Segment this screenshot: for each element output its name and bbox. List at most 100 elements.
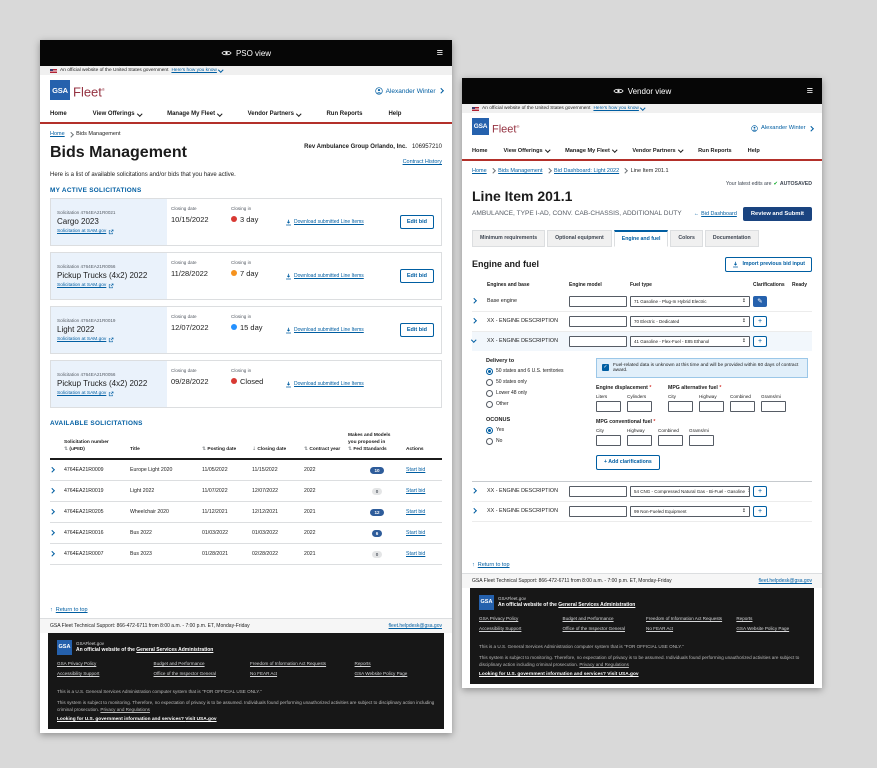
sam-gov-link[interactable]: Solicitation at SAM.gov [57, 337, 161, 343]
checkbox-checked[interactable]: ✓ [602, 364, 609, 372]
nav-view-offerings[interactable]: View Offerings [504, 143, 550, 159]
alt-gramsmi-input[interactable] [761, 400, 786, 412]
review-and-submit-button[interactable]: Review and Submit [742, 206, 812, 221]
conv-city-input[interactable] [596, 434, 621, 446]
add-clarification-button[interactable]: + [753, 505, 767, 517]
breadcrumb-bids-management[interactable]: Bids Management [498, 167, 543, 174]
edit-bid-button[interactable]: Edit bid [399, 323, 434, 338]
engine-model-input[interactable] [569, 315, 627, 327]
nav-manage-my-fleet[interactable]: Manage My Fleet [565, 143, 618, 159]
edit-bid-button[interactable]: Edit bid [399, 269, 434, 284]
footer-link[interactable]: Budget and Performance [153, 660, 205, 666]
download-line-items-link[interactable]: Download submitted Line Items [285, 381, 393, 388]
add-clarification-button[interactable]: + [753, 315, 767, 327]
privacy-regulations-link[interactable]: Privacy and Regulations [579, 661, 629, 667]
gsa-link[interactable]: General Services Administration [558, 602, 636, 609]
conv-highway-input[interactable] [627, 434, 652, 446]
conv-gramsmi-input[interactable] [689, 434, 714, 446]
radio-50-states-only[interactable]: 50 states only [486, 378, 588, 386]
radio-other[interactable]: Other [486, 400, 588, 408]
edit-bid-button[interactable]: Edit bid [399, 215, 434, 230]
fuel-type-select[interactable]: 70 Electric - Dedicated ↕ [630, 315, 750, 327]
footer-link[interactable]: GSA Website Policy Page [736, 626, 790, 632]
expand-row-icon[interactable] [471, 318, 477, 324]
breadcrumb-home[interactable]: Home [50, 131, 65, 138]
gsa-link[interactable]: General Services Administration [136, 647, 214, 654]
add-clarifications-button[interactable]: + Add clarifications [596, 454, 660, 470]
sam-gov-link[interactable]: Solicitation at SAM.gov [57, 229, 161, 235]
fuel-type-select[interactable]: 99 Non-Fueled Equipment ↕ [630, 505, 750, 517]
footer-link[interactable]: Freedom of Information Act Requests [646, 615, 723, 621]
support-email-link[interactable]: fleet.helpdesk@gsa.gov [758, 577, 812, 584]
radio-lower-48[interactable]: Lower 48 only [486, 389, 588, 397]
nav-help[interactable]: Help [388, 111, 402, 118]
footer-link[interactable]: Office of the Inspector General [562, 626, 625, 632]
engine-model-input[interactable] [569, 485, 627, 497]
start-bid-link[interactable]: Start bid [406, 551, 426, 558]
sam-gov-link[interactable]: Solicitation at SAM.gov [57, 283, 161, 289]
expand-row-icon[interactable] [471, 488, 477, 494]
expand-row-icon[interactable] [49, 509, 55, 515]
add-clarification-button[interactable]: + [753, 485, 767, 497]
download-line-items-link[interactable]: Download submitted Line Items [285, 327, 393, 334]
return-to-top-link[interactable]: ↑ Return to top [50, 606, 88, 613]
tab-documentation[interactable]: Documentation [704, 229, 759, 247]
fuel-type-select[interactable]: 41 Gasoline - Flex-Fuel - E85 Ethanol ↕ [630, 335, 750, 347]
nav-vendor-partners[interactable]: Vendor Partners [248, 106, 302, 122]
breadcrumb-home[interactable]: Home [472, 167, 487, 174]
tab-minimum-requirements[interactable]: Minimum requirements [472, 229, 546, 247]
col-closing-date[interactable]: ↓ Closing date [252, 447, 287, 453]
tab-optional-equipment[interactable]: Optional equipment [547, 229, 612, 247]
nav-run-reports[interactable]: Run Reports [326, 111, 363, 118]
footer-link[interactable]: GSA Website Policy Page [354, 671, 408, 677]
footer-link[interactable]: Accessibility Support [57, 671, 100, 677]
cylinders-input[interactable] [627, 400, 652, 412]
menu-icon[interactable]: ≡ [806, 84, 813, 97]
expand-row-icon[interactable] [49, 488, 55, 494]
engine-model-input[interactable] [569, 335, 627, 347]
radio-50-states-territories[interactable]: 50 states and 6 U.S. territories [486, 367, 588, 375]
col-makes-models[interactable]: Makes and Models you proposed in ⇅ Fed Sta… [348, 433, 391, 453]
visit-usa-gov-link[interactable]: Visit USA.gov [607, 672, 639, 677]
footer-link[interactable]: Office of the Inspector General [153, 671, 216, 677]
col-title[interactable]: Title [130, 447, 140, 453]
nav-home[interactable]: Home [50, 111, 67, 118]
alt-highway-input[interactable] [699, 400, 724, 412]
footer-link[interactable]: GSA Privacy Policy [479, 615, 519, 621]
liters-input[interactable] [596, 400, 621, 412]
user-menu[interactable]: Alexander Winter [374, 87, 443, 95]
footer-link[interactable]: Reports [354, 660, 371, 666]
alt-combined-input[interactable] [730, 400, 755, 412]
radio-oconus-no[interactable]: No [486, 437, 588, 445]
expand-row-icon[interactable] [49, 530, 55, 536]
col-solicitation-number[interactable]: Solicitation number ⇅ (uPIID) [64, 440, 109, 453]
nav-home[interactable]: Home [472, 147, 488, 154]
start-bid-link[interactable]: Start bid [406, 509, 426, 516]
start-bid-link[interactable]: Start bid [406, 467, 426, 474]
nav-view-offerings[interactable]: View Offerings [93, 106, 142, 122]
edit-clarification-button[interactable]: ✎ [753, 295, 767, 307]
download-line-items-link[interactable]: Download submitted Line Items [285, 219, 393, 226]
fuel-type-select[interactable]: 54 CNG - Compressed Natural Gas - Bi-Fue… [630, 485, 750, 497]
nav-help[interactable]: Help [747, 147, 760, 154]
footer-link[interactable]: Reports [736, 615, 753, 621]
banner-how-link[interactable]: Here's how you know [171, 67, 224, 73]
footer-link[interactable]: Freedom of Information Act Requests [250, 660, 327, 666]
col-posting-date[interactable]: ⇅ Posting date [202, 447, 237, 453]
support-email-link[interactable]: fleet.helpdesk@gsa.gov [388, 622, 442, 629]
radio-oconus-yes[interactable]: Yes [486, 426, 588, 434]
sam-gov-link[interactable]: Solicitation at SAM.gov [57, 391, 161, 397]
tab-engine-and-fuel[interactable]: Engine and fuel [613, 229, 669, 247]
engine-model-input[interactable] [569, 295, 627, 307]
collapse-row-icon[interactable] [471, 337, 477, 343]
start-bid-link[interactable]: Start bid [406, 530, 426, 537]
contract-history-link[interactable]: Contract History [402, 159, 442, 166]
return-to-top-link[interactable]: ↑ Return to top [472, 561, 510, 568]
privacy-regulations-link[interactable]: Privacy and Regulations [100, 706, 150, 712]
footer-link[interactable]: GSA Privacy Policy [57, 660, 97, 666]
bid-dashboard-back-link[interactable]: ← Bid Dashboard [693, 210, 737, 217]
expand-row-icon[interactable] [471, 298, 477, 304]
nav-manage-my-fleet[interactable]: Manage My Fleet [167, 106, 223, 122]
tab-colors[interactable]: Colors [670, 229, 703, 247]
footer-link[interactable]: No FEAR Act [250, 671, 278, 677]
